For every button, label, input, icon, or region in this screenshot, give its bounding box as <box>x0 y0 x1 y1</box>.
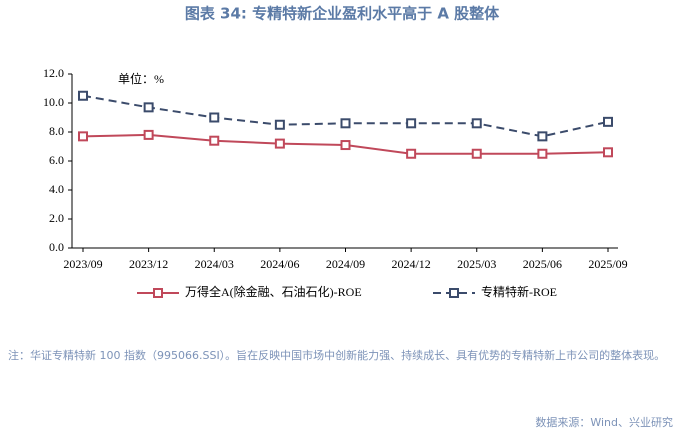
y-tick-label: 0.0 <box>49 240 64 254</box>
legend-label: 专精特新-ROE <box>481 284 557 299</box>
legend-marker <box>153 288 163 298</box>
point-marker <box>340 140 351 151</box>
point-marker <box>274 119 285 130</box>
y-tick-label: 12.0 <box>43 66 64 80</box>
point-marker <box>603 147 613 158</box>
point-marker <box>537 148 548 159</box>
x-tick-label: 2024/09 <box>326 257 365 271</box>
y-tick-label: 8.0 <box>49 124 64 138</box>
series-line <box>82 94 609 138</box>
point-marker <box>340 118 351 129</box>
source: 数据来源：Wind、兴业研究 <box>535 416 673 429</box>
x-tick-label: 2024/03 <box>195 257 234 271</box>
point-marker <box>143 129 154 140</box>
point-marker <box>537 131 548 142</box>
y-tick-label: 6.0 <box>49 153 64 167</box>
point-marker <box>209 112 220 123</box>
chart-title: 图表 34: 专精特新企业盈利水平高于 A 股整体 <box>185 5 500 23</box>
point-marker <box>143 102 154 113</box>
y-tick-label: 2.0 <box>49 211 64 225</box>
legend-label: 万得全A(除金融、石油石化)-ROE <box>185 284 362 299</box>
point-marker <box>274 138 285 149</box>
x-tick-label: 2024/12 <box>391 257 430 271</box>
y-tick-label: 10.0 <box>43 95 64 109</box>
x-tick-label: 2024/06 <box>260 257 299 271</box>
legend-marker <box>449 288 459 298</box>
point-marker <box>471 118 482 129</box>
y-tick-label: 4.0 <box>49 182 64 196</box>
x-tick-label: 2025/03 <box>457 257 496 271</box>
x-tick-label: 2025/09 <box>588 257 627 271</box>
point-marker <box>406 118 417 129</box>
point-marker <box>78 131 88 142</box>
x-tick-label: 2025/06 <box>523 257 562 271</box>
point-marker <box>471 148 482 159</box>
point-marker <box>603 116 613 127</box>
unit-label: 单位：% <box>118 71 164 86</box>
point-marker <box>209 135 220 146</box>
x-tick-label: 2023/09 <box>63 257 102 271</box>
note: 注：华证专精特新 100 指数（995066.SSI）。旨在反映中国市场中创新能… <box>8 349 666 362</box>
point-marker <box>78 90 88 101</box>
point-marker <box>406 148 417 159</box>
x-tick-label: 2023/12 <box>129 257 168 271</box>
